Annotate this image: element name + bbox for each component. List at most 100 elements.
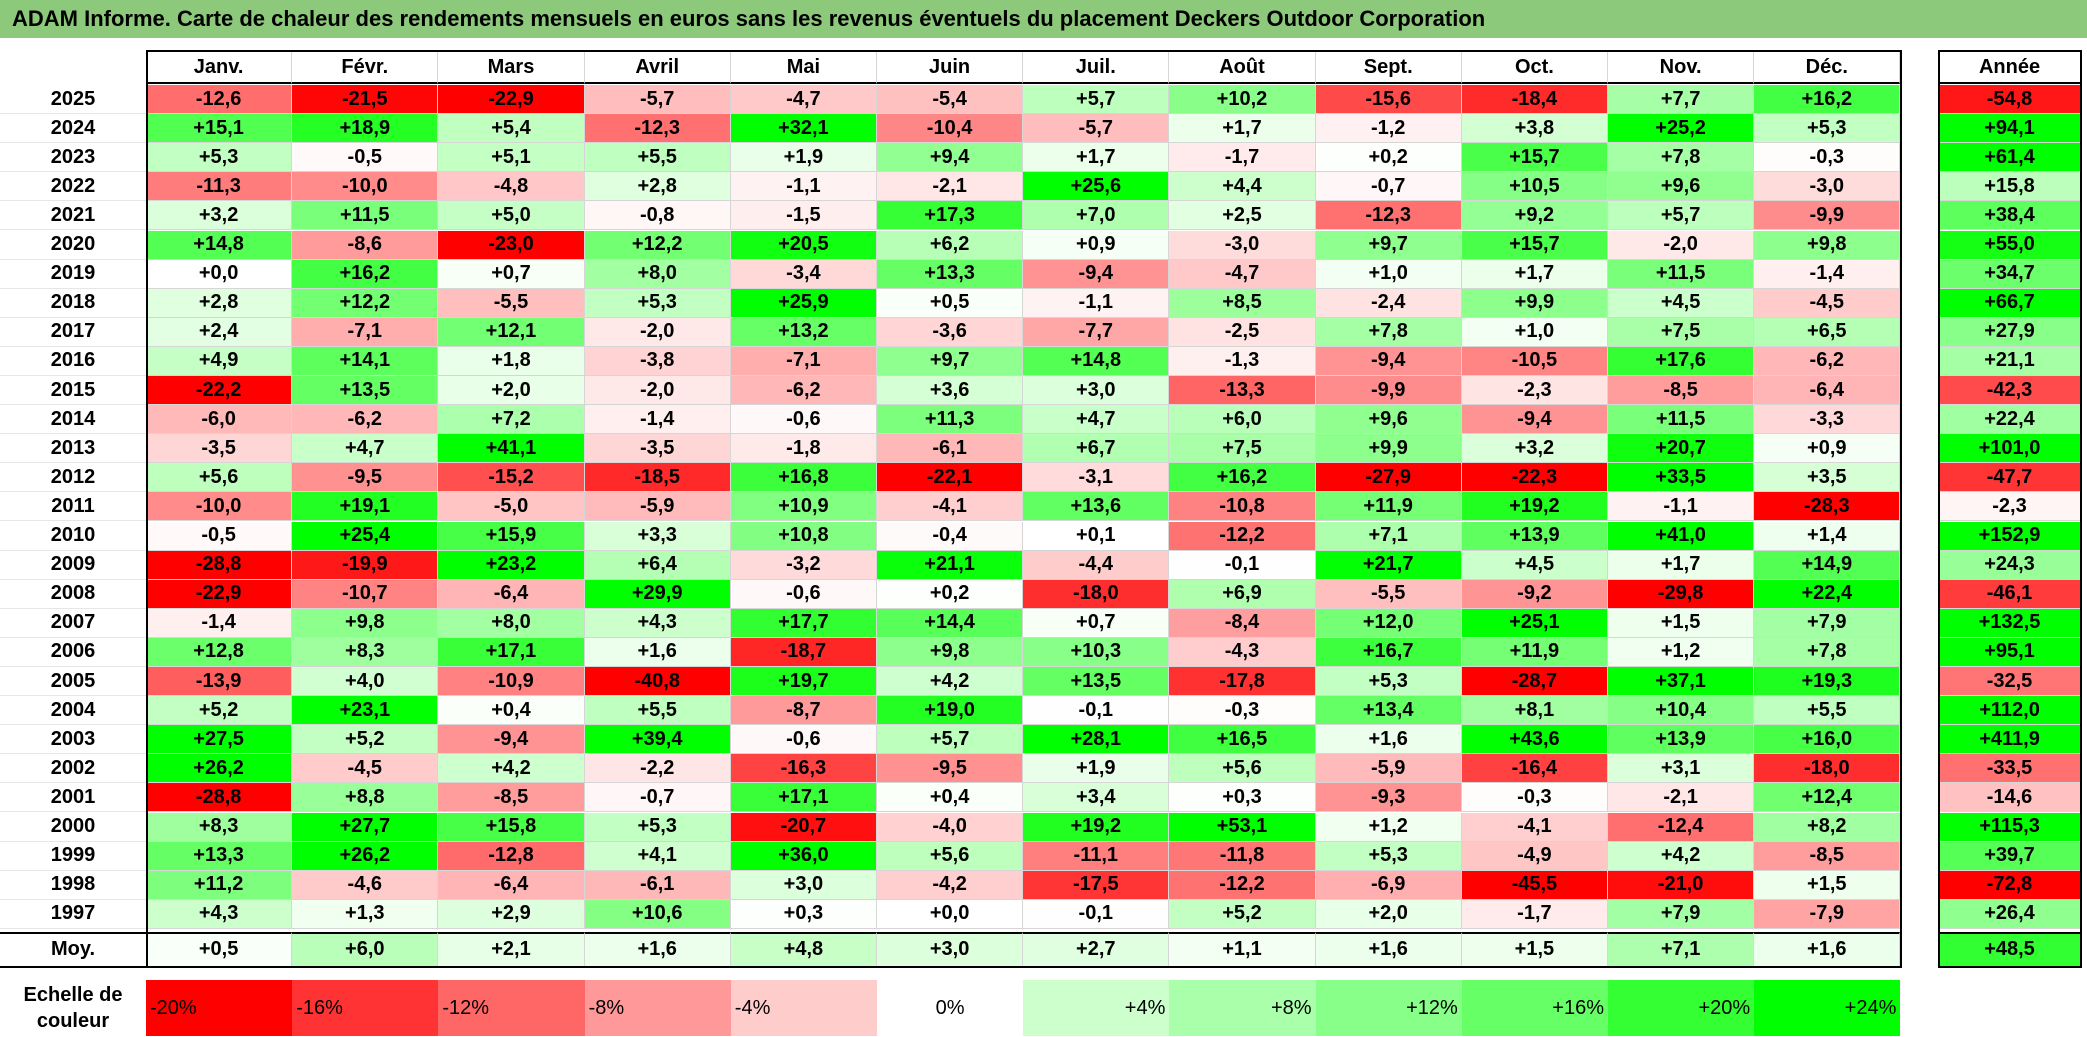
heatmap-cell: +25,2 (1608, 114, 1755, 144)
average-cell: +1,6 (1754, 931, 1901, 968)
heatmap-cell: +27,5 (146, 725, 293, 755)
heatmap-cell: -2,2 (584, 754, 731, 784)
year-label: 2006 (0, 637, 146, 667)
year-label: 2022 (0, 172, 146, 202)
average-cell: +1,6 (584, 931, 731, 968)
heatmap-cell: -11,8 (1169, 841, 1316, 871)
heatmap-cell: -2,4 (1315, 288, 1462, 318)
heatmap-cell: +9,7 (877, 346, 1024, 376)
heatmap-cell: +3,4 (1023, 783, 1170, 813)
heatmap-cell: -4,2 (877, 870, 1024, 900)
heatmap-cell: -5,5 (1315, 579, 1462, 609)
annual-cell: -32,5 (1938, 667, 2082, 697)
heatmap-cell: +16,8 (730, 463, 877, 493)
heatmap-cell: -1,2 (1315, 114, 1462, 144)
heatmap-cell: +4,1 (584, 841, 731, 871)
heatmap-cell: -7,1 (730, 346, 877, 376)
heatmap-cell: +1,7 (1461, 259, 1608, 289)
heatmap-cell: -5,0 (438, 492, 585, 522)
heatmap-cell: +1,5 (1754, 870, 1901, 900)
heatmap-cell: +5,0 (438, 201, 585, 231)
heatmap-cell: -8,6 (292, 230, 439, 260)
heatmap-cell: -29,8 (1608, 579, 1755, 609)
heatmap-cell: -12,6 (146, 85, 293, 115)
heatmap-cell: +12,0 (1315, 608, 1462, 638)
heatmap-cell: +7,9 (1754, 608, 1901, 638)
heatmap-cell: +41,0 (1608, 521, 1755, 551)
heatmap-cell: +7,8 (1608, 143, 1755, 173)
heatmap-cell: +1,7 (1023, 143, 1170, 173)
heatmap-cell: +7,2 (438, 405, 585, 435)
color-scale-step: 0% (877, 980, 1024, 1036)
heatmap-cell: +4,7 (1023, 405, 1170, 435)
year-label: 2019 (0, 259, 146, 289)
heatmap-cell: +4,5 (1608, 288, 1755, 318)
heatmap-cell: +1,3 (292, 899, 439, 929)
heatmap-cell: +21,1 (877, 550, 1024, 580)
year-label: 2021 (0, 201, 146, 231)
average-cell: +1,6 (1315, 931, 1462, 968)
month-header: Mars (438, 50, 585, 84)
month-header: Nov. (1608, 50, 1755, 84)
heatmap-cell: +5,2 (1169, 899, 1316, 929)
heatmap-cell: +5,5 (1754, 696, 1901, 726)
heatmap-cell: +9,8 (292, 608, 439, 638)
heatmap-cell: +16,5 (1169, 725, 1316, 755)
heatmap-cell: -3,8 (584, 346, 731, 376)
year-label: 2007 (0, 608, 146, 638)
heatmap-cell: +13,2 (730, 317, 877, 347)
heatmap-cell: +15,8 (438, 812, 585, 842)
heatmap-cell: -10,7 (292, 579, 439, 609)
month-header: Mai (730, 50, 877, 84)
heatmap-cell: +14,8 (1023, 346, 1170, 376)
heatmap-cell: -16,4 (1461, 754, 1608, 784)
heatmap-cell: +5,4 (438, 114, 585, 144)
annual-cell: +55,0 (1938, 230, 2082, 260)
annual-cell: +39,7 (1938, 841, 2082, 871)
heatmap-cell: -28,8 (146, 783, 293, 813)
heatmap-cell: +0,0 (877, 899, 1024, 929)
heatmap-cell: +5,2 (292, 725, 439, 755)
year-label: 1997 (0, 899, 146, 929)
heatmap-cell: -4,5 (292, 754, 439, 784)
heatmap-cell: +15,7 (1461, 230, 1608, 260)
heatmap-cell: -3,5 (146, 434, 293, 464)
heatmap-cell: -10,0 (146, 492, 293, 522)
heatmap-cell: -9,3 (1315, 783, 1462, 813)
heatmap-cell: +5,7 (877, 725, 1024, 755)
heatmap-cell: +4,9 (146, 346, 293, 376)
heatmap-cell: -6,2 (292, 405, 439, 435)
heatmap-cell: +0,0 (146, 259, 293, 289)
annual-cell: +15,8 (1938, 172, 2082, 202)
heatmap-cell: -4,3 (1169, 637, 1316, 667)
heatmap-cell: +4,2 (877, 667, 1024, 697)
heatmap-cell: +16,2 (1754, 85, 1901, 115)
heatmap-cell: -28,3 (1754, 492, 1901, 522)
chart-title: ADAM Informe. Carte de chaleur des rende… (0, 0, 2087, 38)
month-header: Avril (584, 50, 731, 84)
heatmap-cell: +19,0 (877, 696, 1024, 726)
heatmap-cell: -1,7 (1169, 143, 1316, 173)
heatmap-cell: +12,8 (146, 637, 293, 667)
heatmap-cell: -7,9 (1754, 899, 1901, 929)
heatmap-cell: -3,3 (1754, 405, 1901, 435)
color-scale-step: -8% (584, 980, 731, 1036)
annual-cell: +94,1 (1938, 114, 2082, 144)
heatmap-cell: +13,9 (1608, 725, 1755, 755)
heatmap-cell: +7,7 (1608, 85, 1755, 115)
annual-cell: +411,9 (1938, 725, 2082, 755)
heatmap-cell: +2,9 (438, 899, 585, 929)
heatmap-cell: +0,3 (1169, 783, 1316, 813)
heatmap-cell: +6,2 (877, 230, 1024, 260)
heatmap-cell: +12,1 (438, 317, 585, 347)
heatmap-cell: -0,3 (1754, 143, 1901, 173)
heatmap-cell: +25,4 (292, 521, 439, 551)
heatmap-cell: -4,7 (1169, 259, 1316, 289)
heatmap-cell: +25,6 (1023, 172, 1170, 202)
heatmap-cell: +53,1 (1169, 812, 1316, 842)
heatmap-cell: +14,9 (1754, 550, 1901, 580)
heatmap-cell: -1,8 (730, 434, 877, 464)
annual-cell: +34,7 (1938, 259, 2082, 289)
heatmap-cell: -7,1 (292, 317, 439, 347)
heatmap-cell: +1,6 (584, 637, 731, 667)
